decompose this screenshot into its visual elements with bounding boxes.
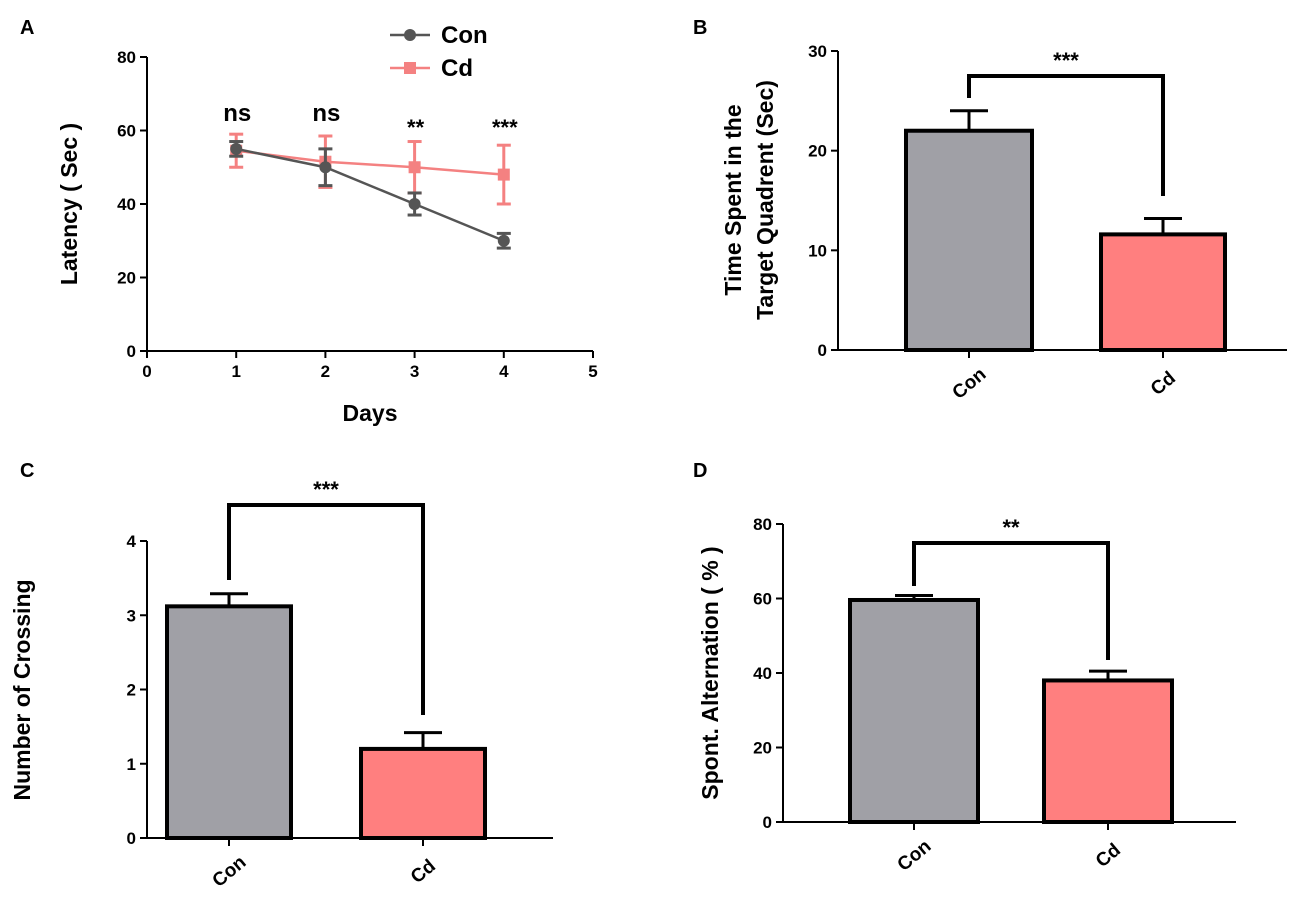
legend-marker-cd [404,62,416,74]
panel-a-line-chart: 0 20 40 60 80 0 1 2 3 4 5 Days Latency ( Sec ) ns ns **… [56,22,598,426]
data-point-con [230,142,243,155]
x-category-label-cd: Cd [1092,840,1125,872]
y-tick-label: 80 [753,515,772,534]
y-tick-label: 30 [808,42,827,61]
significance-label: ** [407,115,425,140]
significance-bracket [967,74,1165,196]
x-category-label-con: Con [949,364,991,404]
significance-label: ** [1002,515,1020,540]
y-axis-title-line: Target Quadrent (Sec) [752,80,778,320]
y-tick-label: 3 [127,606,136,625]
bar-cd [1042,678,1174,825]
panel-label-d: D [693,460,707,482]
y-axis-title-line: Time Spent in the [720,104,746,295]
significance-label: *** [1053,48,1079,73]
data-point-cd [408,161,421,174]
data-point-con [319,161,332,174]
x-tick-label: 5 [588,362,597,381]
significance-label: *** [313,477,339,502]
y-tick-label: 2 [127,681,136,700]
legend-label-con: Con [441,22,488,49]
y-tick-label: 0 [127,829,136,848]
x-category-label-cd: Cd [1147,368,1180,400]
y-tick-label: 1 [127,755,136,774]
bar-cd [359,746,487,841]
x-axis-title: Days [343,400,398,426]
data-point-con [497,234,510,247]
panel-d-bar-chart: 0 20 40 60 80 Con Cd Spont. Alternation ( % ) ** [697,515,1236,876]
x-category-label-cd: Cd [407,856,440,888]
bar-con [165,604,293,841]
series-line-con [235,147,505,242]
y-tick-label: 60 [117,122,136,141]
y-tick-label: 60 [753,590,772,609]
y-tick-label: 0 [818,341,827,360]
panel-label-c: C [20,460,34,482]
y-tick-label: 0 [127,342,136,361]
significance-label: *** [492,115,518,140]
x-tick-label: 2 [321,362,330,381]
y-tick-label: 20 [808,142,827,161]
bar-con [848,597,980,824]
x-category-label-con: Con [209,852,251,892]
x-tick-label: 1 [231,362,240,381]
bar-cd [1099,232,1227,353]
bar-con [904,128,1034,352]
x-tick-label: 4 [499,362,509,381]
significance-label: ns [223,100,251,127]
panel-label-a: A [20,17,34,39]
panel-b-bar-chart: 0 10 20 30 Con Cd Time Spent in the Target Quad… [720,42,1287,404]
y-tick-label: 4 [127,532,137,551]
significance-label: ns [312,100,340,127]
panel-label-b: B [693,17,707,39]
y-tick-label: 40 [117,195,136,214]
y-tick-label: 0 [763,813,772,832]
x-tick-label: 0 [142,362,151,381]
significance-bracket [227,503,425,715]
y-tick-label: 10 [808,241,827,260]
y-tick-label: 20 [753,739,772,758]
significance-bracket [912,541,1110,660]
x-tick-label: 3 [410,362,419,381]
y-axis-title: Latency ( Sec ) [56,123,82,285]
legend-label-cd: Cd [441,55,473,82]
y-axis-title: Spont. Alternation ( % ) [697,546,723,799]
y-tick-label: 40 [753,664,772,683]
y-tick-label: 80 [117,48,136,67]
y-axis-title: Number of Crossing [9,579,35,800]
data-point-con [408,198,421,210]
panel-c-bar-chart: 0 1 2 3 4 Con Cd Number of Crossing *** [9,477,553,892]
data-point-cd [497,168,510,181]
legend-marker-con [404,29,416,41]
legend: Con Cd [390,22,488,82]
y-tick-label: 20 [117,269,136,288]
x-category-label-con: Con [894,836,936,876]
series-line-cd [236,149,504,176]
